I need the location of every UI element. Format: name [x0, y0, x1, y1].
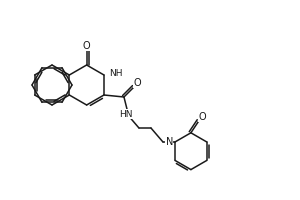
Text: O: O — [198, 112, 206, 122]
Text: N: N — [166, 137, 173, 147]
Text: HN: HN — [119, 110, 133, 118]
Text: O: O — [83, 41, 91, 51]
Text: O: O — [133, 78, 141, 88]
Text: NH: NH — [109, 70, 122, 78]
